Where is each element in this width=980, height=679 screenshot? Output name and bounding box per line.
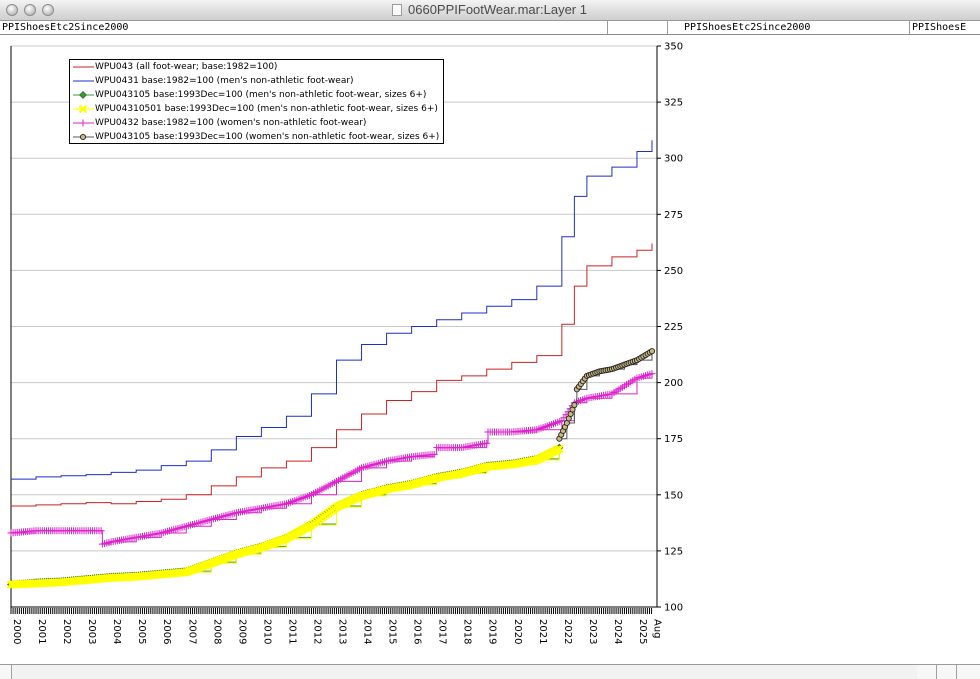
y-tick-label: 300	[664, 154, 683, 165]
x-tick-label: 2025	[637, 619, 648, 644]
legend-swatch	[73, 80, 94, 82]
x-tick-label: 2018	[462, 619, 473, 644]
y-tick-label: 275	[664, 210, 683, 221]
x-tick-label: 2005	[136, 619, 147, 644]
series-wpu043105-womens	[556, 348, 656, 442]
header-cell-spacer	[608, 21, 668, 34]
legend-swatch	[73, 104, 94, 114]
header-cell[interactable]: PPIShoesEtc2Since2000	[668, 21, 910, 34]
series-line	[11, 243, 653, 507]
scroll-bar[interactable]	[0, 664, 980, 679]
y-tick-label: 100	[664, 603, 683, 614]
series-wpu04310501	[6, 444, 564, 589]
x-tick-label: 2011	[286, 619, 297, 644]
header-cell[interactable]: PPIShoesEtc2Since2000	[0, 21, 608, 34]
y-tick-label: 150	[664, 490, 683, 501]
series-wpu043	[11, 243, 653, 507]
legend-label: WPU043105 base:1993Dec=100 (men's non-at…	[95, 90, 427, 100]
x-tick-label: 2013	[337, 619, 348, 644]
series-wpu0431	[11, 140, 653, 480]
series-marker	[571, 401, 578, 409]
legend-label: WPU0431 base:1982=100 (men's non-athleti…	[95, 76, 354, 86]
legend-label: WPU043105 base:1993Dec=100 (women's non-…	[95, 132, 440, 142]
series-marker	[555, 444, 564, 454]
y-tick-label: 225	[664, 322, 683, 333]
minimize-button[interactable]	[24, 4, 36, 16]
scroll-cell[interactable]	[0, 665, 12, 679]
x-tick-label: 2024	[612, 619, 623, 644]
legend-entry: WPU0431 base:1982=100 (men's non-athleti…	[70, 74, 443, 88]
x-tick-label: 2015	[387, 619, 398, 644]
x-tick-label: 2008	[211, 619, 222, 644]
series-marker	[97, 527, 105, 535]
legend-label: WPU043 (all foot-wear; base:1982=100)	[95, 62, 278, 72]
header-bar: PPIShoesEtc2Since2000 PPIShoesEtc2Since2…	[0, 21, 980, 35]
window-title: 0660PPIFootWear.mar:Layer 1	[408, 2, 587, 17]
resize-handle[interactable]	[957, 665, 980, 679]
zoom-button[interactable]	[42, 4, 54, 16]
x-tick-label: 2004	[111, 619, 122, 644]
scroll-cell[interactable]	[937, 665, 957, 679]
x-tick-label: 2019	[487, 619, 498, 644]
x-tick-label: 2006	[161, 619, 172, 644]
y-tick-label: 125	[664, 546, 683, 557]
chart-area: 100 125 150 175 200 225 250 275 300 325 350 2000 200…	[0, 35, 980, 665]
document-icon	[392, 4, 402, 16]
legend-swatch	[73, 66, 94, 68]
legend-entry: WPU043 (all foot-wear; base:1982=100)	[70, 60, 443, 74]
series-marker	[79, 119, 87, 127]
legend-entry: WPU043105 base:1993Dec=100 (men's non-at…	[70, 88, 443, 102]
legend-swatch	[73, 91, 94, 99]
y-tick-label: 350	[664, 42, 683, 53]
header-cell[interactable]: PPIShoesE	[912, 22, 967, 33]
legend: WPU043 (all foot-wear; base:1982=100) WPU…	[69, 59, 444, 144]
series-marker	[78, 104, 88, 114]
legend-swatch	[73, 119, 94, 127]
y-tick-label: 175	[664, 434, 683, 445]
x-tick-label: Aug	[651, 619, 662, 639]
series-marker	[648, 348, 656, 355]
x-tick-label: 2021	[537, 619, 548, 644]
x-tick-label: 2014	[362, 619, 373, 644]
scroll-cell[interactable]	[917, 665, 937, 679]
x-tick-label: 2010	[261, 619, 272, 644]
series-marker	[79, 133, 87, 141]
x-tick-label: 2002	[61, 619, 72, 644]
window-titlebar[interactable]: 0660PPIFootWear.mar:Layer 1	[0, 0, 980, 21]
series-marker	[430, 450, 438, 458]
x-tick-label: 2020	[512, 619, 523, 644]
series-marker	[648, 370, 656, 378]
series-marker	[483, 439, 491, 447]
close-button[interactable]	[6, 4, 18, 16]
x-tick-label: 2023	[587, 619, 598, 644]
y-tick-label: 325	[664, 98, 683, 109]
legend-entry: WPU04310501 base:1993Dec=100 (men's non-…	[70, 102, 443, 116]
x-tick-label: 2001	[36, 619, 47, 644]
y-tick-label: 250	[664, 266, 683, 277]
x-tick-label: 2017	[437, 619, 448, 644]
legend-entry: WPU043105 base:1993Dec=100 (women's non-…	[70, 130, 443, 144]
series-line	[11, 140, 653, 480]
x-tick-label: 2009	[236, 619, 247, 644]
x-tick-label: 2022	[562, 619, 573, 644]
x-tick-label: 2007	[186, 619, 197, 644]
series-line	[559, 351, 653, 440]
legend-entry: WPU0432 base:1982=100 (women's non-athle…	[70, 116, 443, 130]
legend-swatch	[73, 133, 94, 141]
legend-label: WPU04310501 base:1993Dec=100 (men's non-…	[95, 104, 438, 114]
x-tick-label: 2000	[11, 619, 22, 644]
y-tick-label: 200	[664, 378, 683, 389]
x-tick-label: 2003	[86, 619, 97, 644]
series-marker	[79, 91, 87, 99]
legend-label: WPU0432 base:1982=100 (women's non-athle…	[95, 118, 367, 128]
x-tick-label: 2016	[412, 619, 423, 644]
x-tick-label: 2012	[311, 619, 322, 644]
